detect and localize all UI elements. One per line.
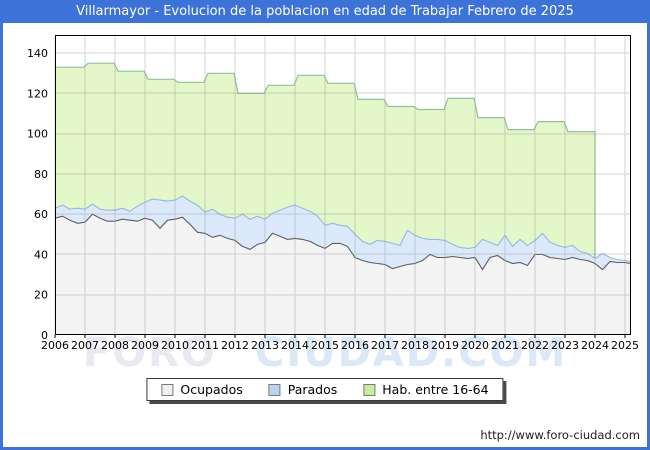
y-tick-label: 80 [34,168,48,181]
ocupados-line [54,213,631,271]
x-tick-label: 2024 [581,339,609,352]
x-tick-label: 2009 [131,339,159,352]
y-tick-label: 20 [34,289,48,302]
y-tick-label: 0 [41,329,48,342]
legend-item-ocupados: Ocupados [161,382,243,397]
watermark: FORO CIUDAD.COM [0,330,650,376]
x-tick-label: 2012 [221,339,249,352]
x-tick-label: 2007 [71,339,99,352]
legend-label-hab: Hab. entre 16-64 [382,382,489,397]
legend-item-hab: Hab. entre 16-64 [363,382,489,397]
site-url: http://www.foro-ciudad.com [480,428,640,442]
x-tick-label: 2011 [191,339,219,352]
legend-item-parados: Parados [268,382,338,397]
x-tick-label: 2017 [371,339,399,352]
chart-legend: Ocupados Parados Hab. entre 16-64 [146,378,504,401]
x-tick-label: 2013 [251,339,279,352]
y-tick-label: 100 [27,128,48,141]
y-tick-label: 120 [27,87,48,100]
x-tick-label: 2025 [611,339,639,352]
gridlines [54,35,631,335]
x-tick-label: 2015 [311,339,339,352]
x-tick-label: 2006 [41,339,69,352]
x-tick-label: 2020 [461,339,489,352]
x-tick-label: 2021 [491,339,519,352]
plot-border [55,35,631,335]
x-tick-label: 2022 [521,339,549,352]
x-tick-label: 2019 [431,339,459,352]
x-tick-label: 2008 [101,339,129,352]
chart-areas [54,62,631,335]
x-tick-label: 2023 [551,339,579,352]
x-tick-label: 2016 [341,339,369,352]
x-tick-label: 2018 [401,339,429,352]
y-tick-label: 60 [34,208,48,221]
legend-label-ocupados: Ocupados [180,382,243,397]
hab-16-64-line [55,62,596,335]
parados-swatch-icon [268,383,281,396]
watermark-part1: FORO [82,330,217,376]
parados-line [54,195,631,263]
ocupados-swatch-icon [161,383,174,396]
title-bar: Villarmayor - Evolucion de la poblacion … [0,0,650,23]
parados-area [55,196,631,270]
y-tick-label: 40 [34,249,48,262]
legend-label-parados: Parados [287,382,338,397]
chart-title: Villarmayor - Evolucion de la poblacion … [76,4,574,19]
x-tick-label: 2010 [161,339,189,352]
ocupados-area [55,214,631,335]
x-tick-label: 2014 [281,339,309,352]
watermark-part2: CIUDAD.COM [254,330,568,376]
y-tick-label: 140 [27,47,48,60]
hab-swatch-icon [363,383,376,396]
